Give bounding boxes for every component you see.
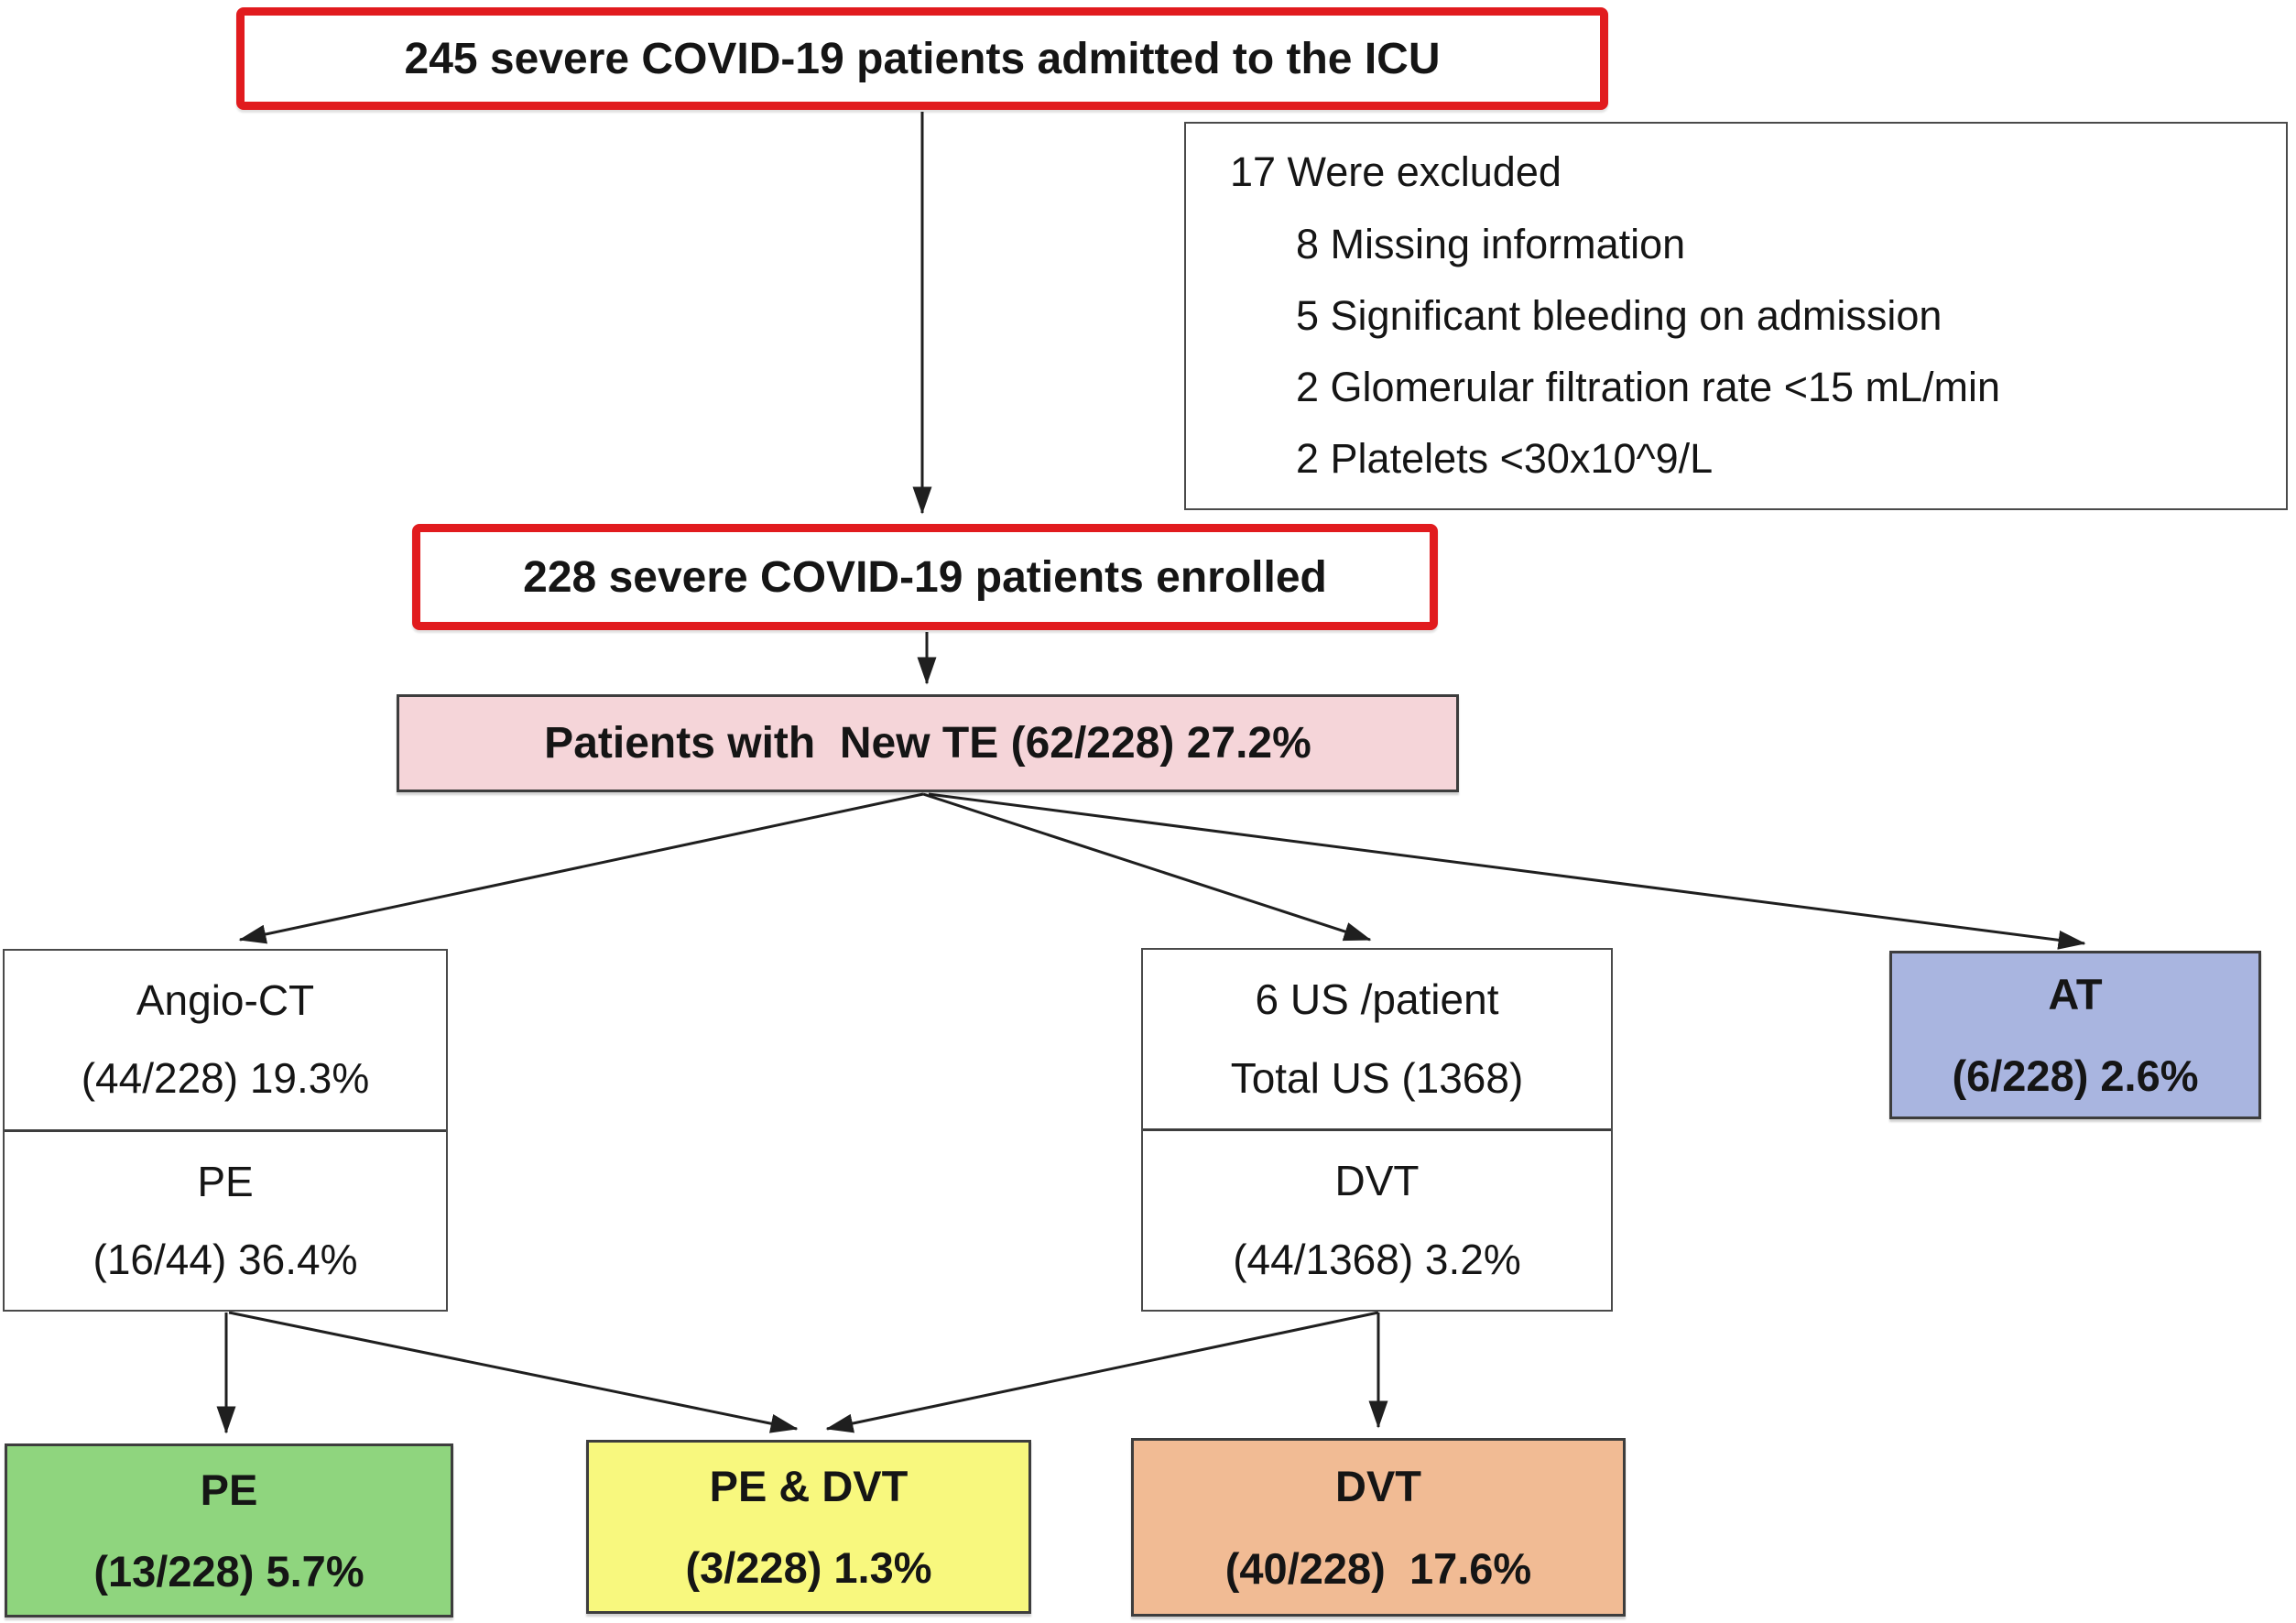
- us-dvt-value: (44/1368) 3.2%: [1233, 1235, 1521, 1283]
- dvt-outcome-box: DVT (40/228) 17.6%: [1131, 1438, 1626, 1617]
- at-value: (6/228) 2.6%: [1952, 1051, 2199, 1100]
- angio-ct-box: Angio-CT (44/228) 19.3% PE (16/44) 36.4%: [3, 949, 448, 1312]
- admitted-box-text: 245 severe COVID-19 patients admitted to…: [404, 34, 1441, 83]
- us-per-patient-label: 6 US /patient: [1255, 975, 1499, 1024]
- enrolled-box: 228 severe COVID-19 patients enrolled: [412, 524, 1438, 630]
- pe-dvt-outcome-label: PE & DVT: [709, 1461, 909, 1510]
- dvt-outcome-label: DVT: [1335, 1462, 1421, 1511]
- us-box-bottom-cell: DVT (44/1368) 3.2%: [1143, 1131, 1611, 1310]
- excluded-box-title: 17 Were excluded: [1230, 148, 1561, 196]
- angio-ct-box-bottom-cell: PE (16/44) 36.4%: [5, 1132, 446, 1311]
- angio-ct-label: Angio-CT: [136, 976, 315, 1025]
- pe-outcome-box: PE (13/228) 5.7%: [5, 1443, 453, 1618]
- new-te-box: Patients with New TE (62/228) 27.2%: [397, 694, 1459, 792]
- admitted-box: 245 severe COVID-19 patients admitted to…: [236, 7, 1608, 110]
- enrolled-box-text: 228 severe COVID-19 patients enrolled: [523, 552, 1327, 602]
- excluded-item: 2 Glomerular filtration rate <15 mL/min: [1296, 364, 2001, 411]
- excluded-box: 17 Were excluded 8 Missing information 5…: [1184, 122, 2288, 510]
- us-total-label: Total US (1368): [1230, 1053, 1524, 1102]
- arrow-te-to-us: [922, 792, 1372, 942]
- us-box: 6 US /patient Total US (1368) DVT (44/13…: [1141, 948, 1613, 1312]
- dvt-outcome-value: (40/228) 17.6%: [1224, 1543, 1532, 1593]
- pe-outcome-value: (13/228) 5.7%: [93, 1547, 365, 1596]
- angio-pe-label: PE: [197, 1157, 254, 1205]
- arrow-us-to-pe-dvt: [825, 1311, 1379, 1433]
- us-box-top-cell: 6 US /patient Total US (1368): [1143, 950, 1611, 1131]
- pe-outcome-label: PE: [200, 1465, 258, 1514]
- angio-pe-value: (16/44) 36.4%: [92, 1235, 358, 1283]
- pe-dvt-outcome-value: (3/228) 1.3%: [685, 1543, 932, 1592]
- arrow-te-to-at: [928, 792, 2086, 950]
- excluded-item: 8 Missing information: [1296, 220, 1686, 267]
- arrow-te-to-angio-ct: [238, 792, 924, 944]
- pe-dvt-outcome-box: PE & DVT (3/228) 1.3%: [586, 1440, 1031, 1614]
- angio-ct-box-top-cell: Angio-CT (44/228) 19.3%: [5, 951, 446, 1132]
- new-te-box-text: Patients with New TE (62/228) 27.2%: [544, 719, 1311, 768]
- angio-ct-value: (44/228) 19.3%: [81, 1054, 370, 1103]
- excluded-item: 5 Significant bleeding on admission: [1296, 291, 1942, 339]
- excluded-item: 2 Platelets <30x10^9/L: [1296, 435, 1714, 483]
- at-box: AT (6/228) 2.6%: [1889, 951, 2261, 1119]
- at-label: AT: [2048, 969, 2103, 1018]
- us-dvt-label: DVT: [1334, 1157, 1420, 1205]
- arrow-angio-ct-to-pe-dvt: [228, 1311, 799, 1433]
